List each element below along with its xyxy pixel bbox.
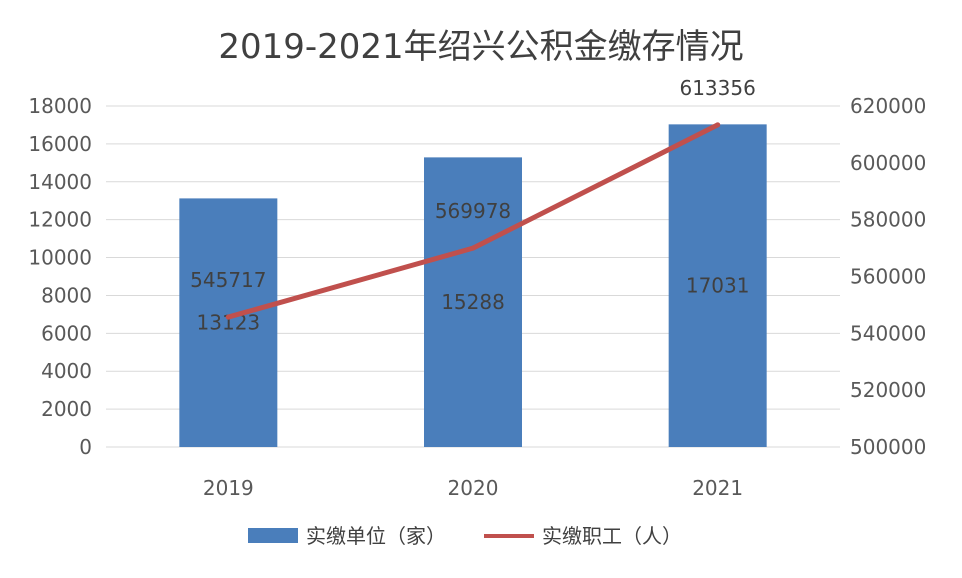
bar-data-label: 17031	[686, 274, 750, 298]
legend-swatch-units	[248, 528, 298, 543]
legend: 实缴单位（家） 实缴职工（人）	[248, 524, 682, 548]
y-left-tick-label: 4000	[41, 359, 92, 383]
y-left-tick-label: 10000	[28, 246, 92, 270]
line-point	[225, 314, 231, 320]
line-data-label: 545717	[190, 268, 266, 292]
bar-data-label: 13123	[197, 311, 261, 335]
y-right-ticks: 500000 520000 540000 560000 580000 600000 6200…	[850, 94, 926, 459]
y-right-tick-label: 500000	[850, 435, 926, 459]
bar	[179, 198, 278, 447]
x-ticks: 2019 2020 2021	[203, 476, 743, 500]
x-tick-label: 2020	[448, 476, 499, 500]
line-data-label: 569978	[435, 199, 511, 223]
line-data-label: 613356	[679, 76, 755, 100]
chart-title: 2019-2021年绍兴公积金缴存情况	[218, 27, 743, 67]
line-series	[225, 122, 721, 320]
y-right-tick-label: 520000	[850, 378, 926, 402]
y-right-tick-label: 620000	[850, 94, 926, 118]
y-right-tick-label: 600000	[850, 151, 926, 175]
y-right-tick-label: 560000	[850, 265, 926, 289]
bar	[668, 124, 767, 447]
y-left-tick-label: 18000	[28, 94, 92, 118]
line-point	[715, 122, 721, 128]
y-left-tick-label: 14000	[28, 170, 92, 194]
y-left-ticks: 0 2000 4000 6000 8000 10000 12000 14000 16000 180…	[28, 94, 92, 459]
line-point	[470, 245, 476, 251]
y-left-tick-label: 8000	[41, 283, 92, 307]
bar	[424, 157, 522, 448]
y-left-tick-label: 16000	[28, 132, 92, 156]
y-right-tick-label: 580000	[850, 208, 926, 232]
legend-label-employees: 实缴职工（人）	[542, 524, 682, 548]
y-left-tick-label: 2000	[41, 397, 92, 421]
x-tick-label: 2021	[692, 476, 743, 500]
bars	[179, 124, 767, 448]
line-data-labels: 545717 569978 613356	[190, 76, 756, 292]
bar-data-label: 15288	[441, 290, 505, 314]
y-left-tick-label: 12000	[28, 208, 92, 232]
y-left-tick-label: 6000	[41, 321, 92, 345]
legend-label-units: 实缴单位（家）	[306, 524, 446, 548]
y-left-tick-label: 0	[79, 435, 92, 459]
y-right-tick-label: 540000	[850, 321, 926, 345]
x-tick-label: 2019	[203, 476, 254, 500]
